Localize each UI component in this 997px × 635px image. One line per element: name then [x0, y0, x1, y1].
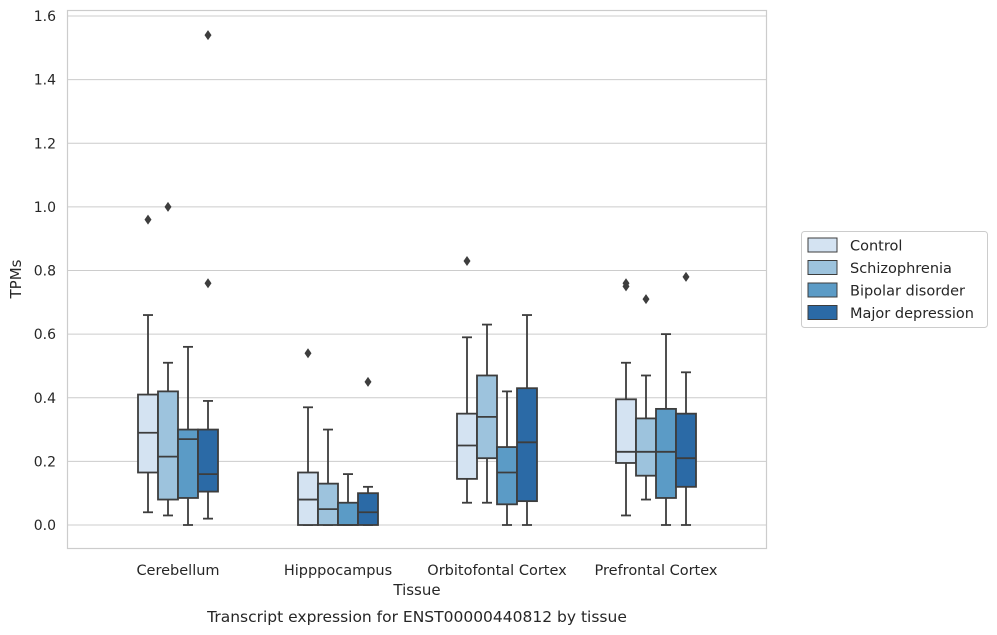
- box: [357, 492, 379, 526]
- box: [615, 398, 637, 464]
- legend-label: Control: [850, 239, 902, 255]
- box-group: [496, 390, 518, 526]
- box-group: [317, 428, 339, 526]
- legend-swatch: [807, 237, 838, 253]
- box: [675, 412, 697, 488]
- box-series: [137, 30, 697, 526]
- box-group: [157, 201, 179, 517]
- y-tick-label: 1.0: [34, 200, 56, 216]
- legend-label: Schizophrenia: [850, 261, 952, 277]
- box: [337, 501, 359, 526]
- legend: Control Schizophrenia Bipolar disorder Majo…: [801, 231, 988, 328]
- outlier-point: [622, 278, 630, 289]
- chart-caption: Transcript expression for ENST0000044081…: [206, 608, 627, 626]
- y-tick-label: 0.8: [34, 264, 56, 280]
- outlier-point: [164, 201, 172, 212]
- box: [157, 390, 179, 501]
- outlier-point: [364, 376, 372, 387]
- outlier-point: [463, 255, 471, 266]
- box-group: [297, 348, 319, 526]
- box-group: [675, 271, 697, 526]
- box: [496, 446, 518, 506]
- y-axis-label: TPMs: [7, 259, 25, 299]
- outlier-point: [144, 214, 152, 225]
- box: [516, 387, 538, 503]
- legend-label: Bipolar disorder: [850, 284, 965, 300]
- outlier-point: [204, 30, 212, 41]
- box-group: [615, 278, 637, 517]
- x-axis-label: Tissue: [392, 581, 440, 599]
- box-group: [177, 345, 199, 526]
- box: [635, 417, 657, 477]
- box-group: [197, 30, 219, 520]
- box-group: [357, 376, 379, 526]
- y-tick-label: 0.0: [34, 518, 56, 534]
- y-tick-label: 1.4: [34, 73, 56, 89]
- plot-frame: [66, 9, 768, 550]
- y-tick-label: 1.2: [34, 136, 56, 152]
- x-tick-label: Hipppocampus: [284, 563, 392, 579]
- x-tick-label: Cerebellum: [136, 563, 219, 579]
- box-group: [655, 333, 677, 526]
- y-tick-label: 0.2: [34, 454, 56, 470]
- box-group: [476, 323, 498, 504]
- legend-label: Major depression: [850, 306, 974, 322]
- legend-swatch: [807, 282, 838, 298]
- legend-swatch: [807, 305, 838, 320]
- legend-frame: [801, 231, 988, 328]
- outlier-point: [642, 294, 650, 305]
- box: [197, 428, 219, 493]
- legend-swatch: [807, 260, 838, 275]
- box: [317, 482, 339, 526]
- y-tick-label: 0.4: [34, 391, 56, 407]
- box-group: [635, 294, 657, 501]
- y-axis-ticks: 0.0 0.2 0.4 0.6 0.8 1.0 1.2 1.4 1.6: [34, 9, 56, 534]
- box-group: [137, 214, 159, 514]
- y-tick-label: 0.6: [34, 327, 56, 343]
- y-tick-label: 1.6: [34, 9, 56, 25]
- x-tick-label: Orbitofontal Cortex: [427, 563, 567, 579]
- box-group: [516, 314, 538, 526]
- outlier-point: [204, 278, 212, 289]
- outlier-point: [682, 271, 690, 282]
- x-axis-ticks: Cerebellum Hipppocampus Orbitofontal Corte…: [136, 563, 717, 579]
- box: [655, 407, 677, 499]
- box-group: [456, 255, 478, 504]
- x-tick-label: Prefrontal Cortex: [595, 563, 718, 579]
- outlier-point: [304, 348, 312, 359]
- box-group: [337, 473, 359, 526]
